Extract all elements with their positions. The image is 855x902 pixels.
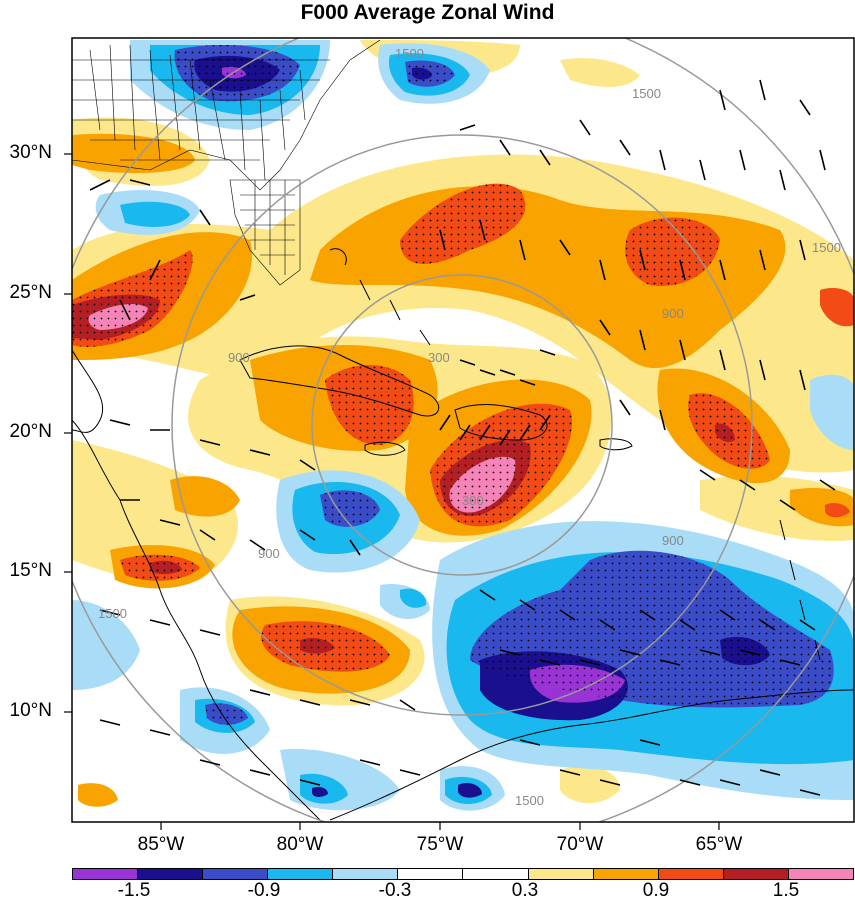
colorbar-label: -0.9 <box>247 880 281 901</box>
colorbar-swatch <box>593 869 659 879</box>
ring-label: 1500 <box>98 606 127 621</box>
ring-label: 1500 <box>515 793 544 808</box>
ring-label: 900 <box>258 546 280 561</box>
contour-neg-1.2 <box>458 783 482 798</box>
colorbar-swatch <box>73 869 139 879</box>
colorbar-label: 1.5 <box>772 880 800 901</box>
colorbar-swatch <box>203 869 269 879</box>
ring-label: 900 <box>662 533 684 548</box>
colorbar-swatch <box>528 869 594 879</box>
colorbar-label: 0.3 <box>511 880 539 901</box>
lat-label-20n: 20°N <box>9 421 52 442</box>
map-frame-border <box>71 37 855 823</box>
lesser-antilles <box>779 519 821 661</box>
yucatan-coast <box>72 349 104 433</box>
colorbar-swatch <box>398 869 464 879</box>
cuba-coast <box>239 345 440 417</box>
us-county-borders <box>72 39 381 286</box>
lon-label-85w: 85°W <box>137 834 185 855</box>
ring-label: 1500 <box>812 240 841 255</box>
contour-pos-0.3 <box>560 766 620 804</box>
range-ring-300 <box>311 274 613 576</box>
colorbar-label: -0.3 <box>378 880 412 901</box>
colorbar-label: -1.5 <box>117 880 151 901</box>
lon-label-75w: 75°W <box>416 834 464 855</box>
contour-pos-0.9 <box>825 502 850 518</box>
lon-label-65w: 65°W <box>695 834 743 855</box>
colorbar-label: 0.9 <box>642 880 670 901</box>
lon-label-70w: 70°W <box>556 834 604 855</box>
lat-label-30n: 30°N <box>9 142 52 163</box>
jamaica-coast <box>364 441 406 456</box>
lon-label-80w: 80°W <box>276 834 324 855</box>
lat-label-10n: 10°N <box>9 700 52 721</box>
colorbar-swatch <box>268 869 334 879</box>
shaded-field <box>72 38 854 822</box>
lat-label-15n: 15°N <box>9 560 52 581</box>
colorbar-swatch <box>138 869 204 879</box>
coastlines <box>72 248 854 821</box>
colorbar-swatch <box>658 869 724 879</box>
ring-label: 1500 <box>632 86 661 101</box>
ring-label: 1500 <box>395 46 424 61</box>
bahamas <box>329 248 431 346</box>
colorbar-swatch <box>333 869 399 879</box>
south-america-coast <box>329 689 854 821</box>
ring-label: 300 <box>462 493 484 508</box>
contour-neg-1.2 <box>312 786 328 797</box>
contour-pos-0.9 <box>820 288 854 327</box>
contour-neg-0.3 <box>72 600 140 690</box>
central-america-coast <box>72 419 321 821</box>
wind-barbs <box>89 79 836 796</box>
ring-label: 300 <box>428 350 450 365</box>
colorbar-swatch <box>723 869 789 879</box>
contour-pos-0.6 <box>170 476 240 517</box>
range-rings <box>72 38 854 822</box>
lat-label-25n: 25°N <box>9 282 52 303</box>
contour-pos-0.6 <box>78 783 118 807</box>
significance-stippling <box>72 45 834 725</box>
range-ring-900 <box>171 134 753 716</box>
hispaniola-coast <box>454 404 548 441</box>
ring-label: 900 <box>662 306 684 321</box>
colorbar-swatch <box>788 869 853 879</box>
map-title: F000 Average Zonal Wind <box>300 1 555 24</box>
contour-pos-0.3 <box>72 440 239 583</box>
colorbar <box>72 868 854 880</box>
contour-neg-0.3 <box>810 374 854 450</box>
contour-pos-0.3 <box>560 58 640 87</box>
contour-neg-0.3 <box>280 749 400 811</box>
contour-neg-0.6 <box>120 201 190 227</box>
range-ring-labels: 300 300 900 900 900 900 1500 1500 1500 1… <box>98 46 841 808</box>
colorbar-swatch <box>463 869 529 879</box>
ring-label: 900 <box>228 350 250 365</box>
puerto-rico-coast <box>599 438 633 451</box>
contour-neg-0.6 <box>400 588 427 608</box>
lat-ticks <box>64 153 72 713</box>
lon-ticks <box>160 822 720 830</box>
